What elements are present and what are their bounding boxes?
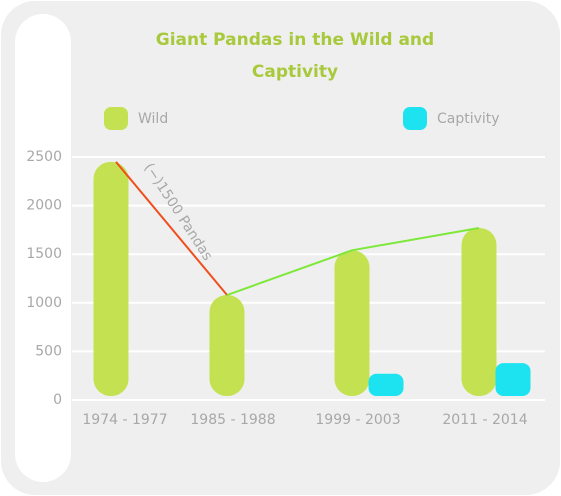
x-tick-label: 1974 - 1977 (82, 412, 167, 428)
y-tick-label: 1500 (26, 246, 62, 262)
legend-label: Wild (138, 111, 168, 127)
bar (368, 373, 404, 396)
trend-line (226, 226, 480, 296)
trend-line (115, 161, 228, 296)
legend-swatch (104, 107, 128, 130)
x-tick-label: 2011 - 2014 (442, 412, 527, 428)
x-tick-label: 1985 - 1988 (190, 412, 275, 428)
y-tick-label: 500 (35, 343, 62, 359)
y-tick-label: 2000 (26, 198, 62, 214)
x-tick-label: 1999 - 2003 (315, 412, 400, 428)
bar (93, 161, 129, 396)
axis-panel (15, 14, 71, 482)
bar (209, 295, 245, 396)
legend-swatch (403, 107, 427, 130)
bar (495, 363, 531, 396)
legend-label: Captivity (437, 111, 500, 127)
y-tick-label: 0 (53, 392, 62, 408)
bar (461, 227, 497, 396)
y-tick-label: 2500 (26, 149, 62, 165)
chart-title: Giant Pandas in the Wild and Captivity (155, 30, 435, 82)
bar (334, 250, 370, 396)
y-tick-label: 1000 (26, 295, 62, 311)
